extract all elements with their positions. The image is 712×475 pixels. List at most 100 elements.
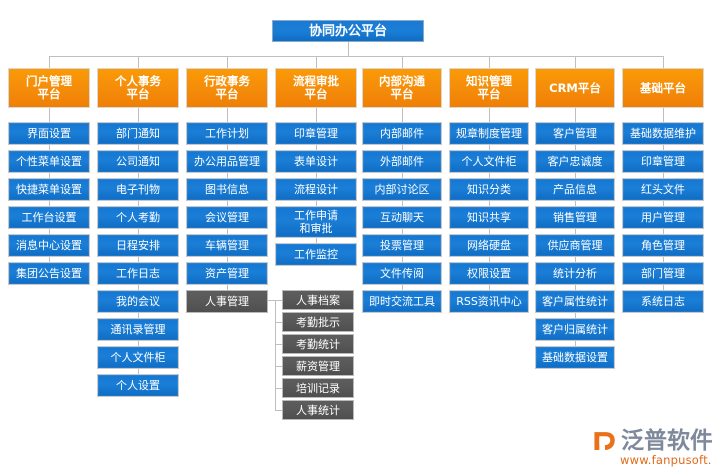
column-header-7[interactable]: 基础平台 — [622, 68, 704, 108]
node-6-8[interactable]: 基础数据设置 — [535, 346, 615, 369]
column-header-3[interactable]: 流程审批 平台 — [275, 68, 357, 108]
node-4-6[interactable]: 即时交流工具 — [362, 290, 442, 313]
node-2-4[interactable]: 车辆管理 — [186, 234, 268, 257]
gray-child-2[interactable]: 考勤统计 — [282, 334, 354, 354]
node-1-0[interactable]: 部门通知 — [97, 122, 179, 145]
link-5-0 — [489, 108, 490, 122]
node-7-3[interactable]: 用户管理 — [622, 206, 704, 229]
node-7-5[interactable]: 部门管理 — [622, 262, 704, 285]
node-6-2[interactable]: 产品信息 — [535, 178, 615, 201]
gray-child-link-0 — [275, 300, 282, 301]
column-header-5[interactable]: 知识管理 平台 — [449, 68, 529, 108]
link-3-1 — [316, 145, 317, 150]
node-7-1[interactable]: 印章管理 — [622, 150, 704, 173]
column-header-6[interactable]: CRM平台 — [535, 68, 615, 108]
logo-url-text: www.fanpusoft.com — [620, 453, 712, 467]
gray-child-0[interactable]: 人事档案 — [282, 290, 354, 310]
root-trunk-line — [348, 42, 349, 56]
link-1-8 — [138, 341, 139, 346]
gray-stem-line — [268, 300, 275, 301]
fanpu-logo-icon — [594, 432, 615, 450]
node-1-8[interactable]: 个人文件柜 — [97, 346, 179, 369]
node-5-2[interactable]: 知识分类 — [449, 178, 529, 201]
node-6-7[interactable]: 客户归属统计 — [535, 318, 615, 341]
node-4-1[interactable]: 外部邮件 — [362, 150, 442, 173]
node-5-1[interactable]: 个人文件柜 — [449, 150, 529, 173]
link-0-0 — [49, 108, 50, 122]
node-6-1[interactable]: 客户忠诚度 — [535, 150, 615, 173]
gray-child-link-4 — [275, 388, 282, 389]
node-1-2[interactable]: 电子刊物 — [97, 178, 179, 201]
node-4-4[interactable]: 投票管理 — [362, 234, 442, 257]
node-5-5[interactable]: 权限设置 — [449, 262, 529, 285]
link-1-2 — [138, 173, 139, 178]
node-4-2[interactable]: 内部讨论区 — [362, 178, 442, 201]
node-2-1[interactable]: 办公用品管理 — [186, 150, 268, 173]
node-6-6[interactable]: 客户属性统计 — [535, 290, 615, 313]
node-5-4[interactable]: 网络硬盘 — [449, 234, 529, 257]
node-3-3[interactable]: 工作申请 和审批 — [275, 206, 357, 238]
header-drop-line-5 — [489, 56, 490, 68]
node-1-1[interactable]: 公司通知 — [97, 150, 179, 173]
column-header-0[interactable]: 门户管理 平台 — [8, 68, 90, 108]
link-4-0 — [402, 108, 403, 122]
node-6-5[interactable]: 统计分析 — [535, 262, 615, 285]
link-5-5 — [489, 257, 490, 262]
node-5-6[interactable]: RSS资讯中心 — [449, 290, 529, 313]
gray-link-2 — [227, 285, 228, 290]
node-1-5[interactable]: 工作日志 — [97, 262, 179, 285]
header-drop-line-6 — [575, 56, 576, 68]
node-2-3[interactable]: 会议管理 — [186, 206, 268, 229]
node-1-6[interactable]: 我的会议 — [97, 290, 179, 313]
node-2-2[interactable]: 图书信息 — [186, 178, 268, 201]
node-1-7[interactable]: 通讯录管理 — [97, 318, 179, 341]
column-header-4[interactable]: 内部沟通 平台 — [362, 68, 442, 108]
gray-child-4[interactable]: 培训记录 — [282, 378, 354, 398]
node-4-3[interactable]: 互动聊天 — [362, 206, 442, 229]
link-0-5 — [49, 257, 50, 262]
header-drop-line-3 — [316, 56, 317, 68]
link-0-2 — [49, 173, 50, 178]
node-3-0[interactable]: 印章管理 — [275, 122, 357, 145]
node-7-4[interactable]: 角色管理 — [622, 234, 704, 257]
node-6-0[interactable]: 客户管理 — [535, 122, 615, 145]
node-7-2[interactable]: 红头文件 — [622, 178, 704, 201]
node-5-3[interactable]: 知识共享 — [449, 206, 529, 229]
node-7-6[interactable]: 系统日志 — [622, 290, 704, 313]
gray-child-3[interactable]: 薪资管理 — [282, 356, 354, 376]
node-1-9[interactable]: 个人设置 — [97, 374, 179, 397]
link-7-4 — [663, 229, 664, 234]
node-6-3[interactable]: 销售管理 — [535, 206, 615, 229]
link-6-0 — [575, 108, 576, 122]
node-0-2[interactable]: 快捷菜单设置 — [8, 178, 90, 201]
node-3-4[interactable]: 工作监控 — [275, 243, 357, 266]
node-1-3[interactable]: 个人考勤 — [97, 206, 179, 229]
column-header-1[interactable]: 个人事务 平台 — [97, 68, 179, 108]
node-7-0[interactable]: 基础数据维护 — [622, 122, 704, 145]
node-0-3[interactable]: 工作台设置 — [8, 206, 90, 229]
node-0-1[interactable]: 个性菜单设置 — [8, 150, 90, 173]
node-0-5[interactable]: 集团公告设置 — [8, 262, 90, 285]
link-1-3 — [138, 201, 139, 206]
gray-child-5[interactable]: 人事统计 — [282, 400, 354, 420]
link-6-2 — [575, 173, 576, 178]
link-2-0 — [227, 108, 228, 122]
node-6-4[interactable]: 供应商管理 — [535, 234, 615, 257]
node-4-5[interactable]: 文件传阅 — [362, 262, 442, 285]
node-3-1[interactable]: 表单设计 — [275, 150, 357, 173]
link-3-3 — [316, 201, 317, 206]
link-1-0 — [138, 108, 139, 122]
node-5-0[interactable]: 规章制度管理 — [449, 122, 529, 145]
node-2-5[interactable]: 资产管理 — [186, 262, 268, 285]
gray-node-人事管理[interactable]: 人事管理 — [186, 290, 268, 313]
node-2-0[interactable]: 工作计划 — [186, 122, 268, 145]
column-header-2[interactable]: 行政事务 平台 — [186, 68, 268, 108]
node-0-0[interactable]: 界面设置 — [8, 122, 90, 145]
node-3-2[interactable]: 流程设计 — [275, 178, 357, 201]
link-4-3 — [402, 201, 403, 206]
node-1-4[interactable]: 日程安排 — [97, 234, 179, 257]
gray-child-1[interactable]: 考勤批示 — [282, 312, 354, 332]
node-4-0[interactable]: 内部邮件 — [362, 122, 442, 145]
node-0-4[interactable]: 消息中心设置 — [8, 234, 90, 257]
